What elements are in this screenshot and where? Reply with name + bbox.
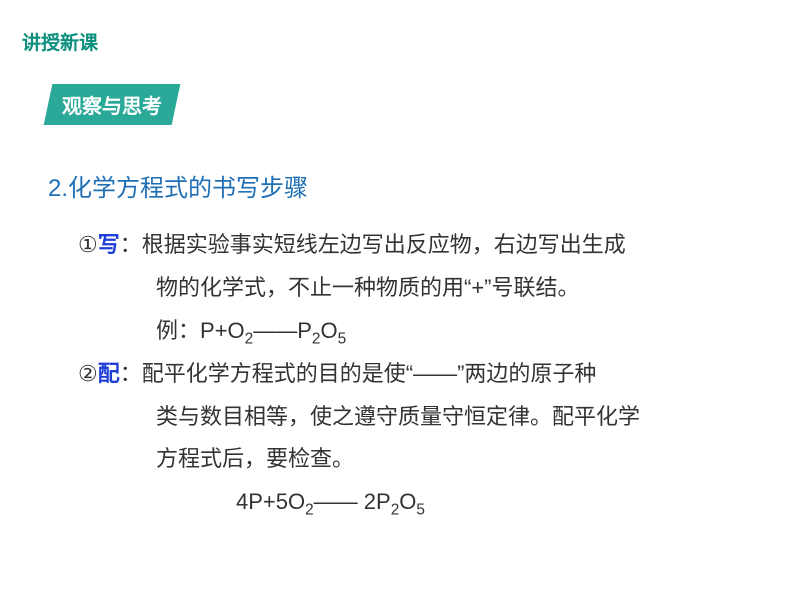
section-title-text: 2.化学方程式的书写步骤 xyxy=(48,175,308,202)
step-2-equation: 4P+5O2—— 2P2O5 xyxy=(236,489,425,514)
step-2-line1: 配平化学方程式的目的是使“——”两边的原子种 xyxy=(142,353,597,396)
step-1-example: 例：P+O2——P2O5 xyxy=(156,310,718,353)
step-2-keyword: 配 xyxy=(98,353,120,396)
step-1-line2: 物的化学式，不止一种物质的用“+”号联结。 xyxy=(156,267,718,310)
step-1-line1: 根据实验事实短线左边写出反应物，右边写出生成 xyxy=(142,224,626,267)
slide-header: 讲授新课 xyxy=(22,28,98,55)
step-2-colon: ： xyxy=(120,353,142,396)
step-2: ② 配 ： 配平化学方程式的目的是使“——”两边的原子种 xyxy=(78,353,718,396)
step-2-line2: 类与数目相等，使之遵守质量守恒定律。配平化学 xyxy=(156,396,718,439)
step-2-marker: ② xyxy=(78,353,98,396)
step-1-keyword: 写 xyxy=(98,224,120,267)
step-1-colon: ： xyxy=(120,224,142,267)
step-2-line3: 方程式后，要检查。 xyxy=(156,438,718,481)
content-body: ① 写 ： 根据实验事实短线左边写出反应物，右边写出生成 物的化学式，不止一种物… xyxy=(78,224,718,524)
step-1-marker: ① xyxy=(78,224,98,267)
header-text: 讲授新课 xyxy=(22,33,98,54)
step-1: ① 写 ： 根据实验事实短线左边写出反应物，右边写出生成 xyxy=(78,224,718,267)
step-2-equation-row: 4P+5O2—— 2P2O5 xyxy=(156,481,718,524)
step-1-equation: P+O2——P2O5 xyxy=(200,318,346,343)
section-title: 2.化学方程式的书写步骤 xyxy=(48,168,308,203)
observe-think-badge: 观察与思考 xyxy=(48,84,176,125)
step-1-example-prefix: 例： xyxy=(156,318,200,343)
badge-label: 观察与思考 xyxy=(62,96,162,118)
